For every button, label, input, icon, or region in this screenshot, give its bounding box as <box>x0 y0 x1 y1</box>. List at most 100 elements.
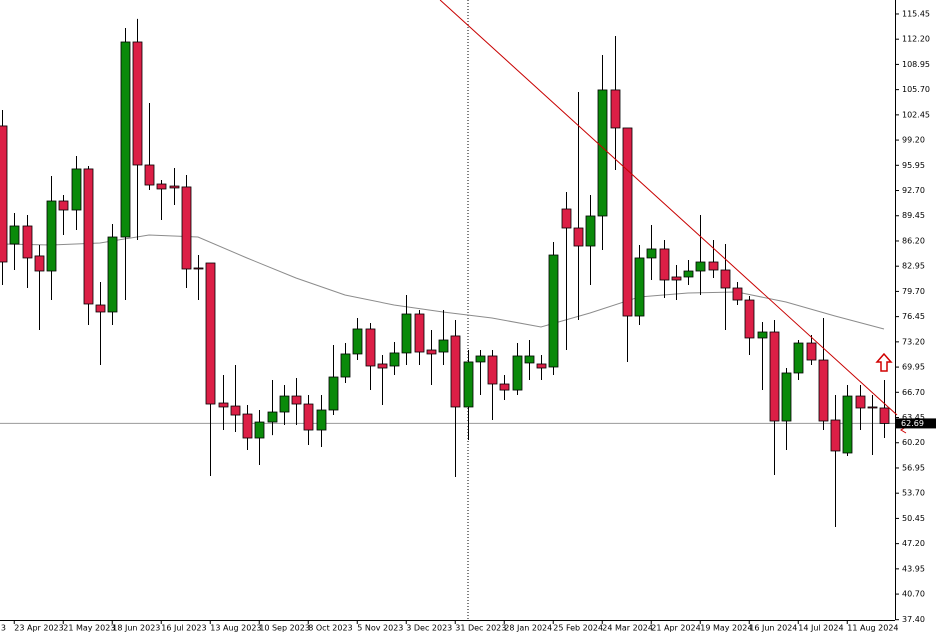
candle-body <box>512 355 523 391</box>
y-tick-label: 76.45 <box>902 312 925 321</box>
x-tick-label: 21 May 2023 <box>63 624 115 633</box>
y-tick-label: 43.95 <box>902 564 925 573</box>
candle-body <box>634 257 645 317</box>
candle-body <box>463 361 474 408</box>
candle-body <box>71 168 82 211</box>
current-price-label: 62.69 <box>901 419 924 428</box>
x-tick-label: 19 May 2024 <box>700 624 752 633</box>
candle-body <box>0 125 8 263</box>
x-tick-label: 3 <box>1 624 6 633</box>
candle-body <box>291 395 302 405</box>
x-tick-label: 5 Nov 2023 <box>357 624 403 633</box>
y-tick-label: 95.95 <box>902 161 925 170</box>
current-price-box <box>896 418 936 429</box>
candle-body <box>389 352 400 367</box>
candle-body <box>830 419 841 452</box>
y-tick-label: 79.70 <box>902 287 925 296</box>
y-tick-label: 40.70 <box>902 590 925 599</box>
candle-body <box>487 355 498 385</box>
x-tick-label: 16 Jun 2024 <box>749 624 797 633</box>
candle-body <box>267 411 278 423</box>
candle-body <box>561 208 572 229</box>
buy-arrow-icon <box>875 352 893 372</box>
x-tick-label: 8 Oct 2023 <box>308 624 352 633</box>
y-tick-label: 102.45 <box>902 110 930 119</box>
candle-body <box>732 287 743 301</box>
candle-body <box>806 342 817 361</box>
candle-body <box>414 313 425 353</box>
candle-body <box>107 236 118 313</box>
candle-body <box>34 255 45 272</box>
y-tick-label: 99.20 <box>902 136 925 145</box>
candle-body <box>205 262 216 405</box>
x-tick-label: 11 Aug 2024 <box>847 624 898 633</box>
candle-body <box>708 261 719 271</box>
x-tick-label: 23 Apr 2023 <box>14 624 63 633</box>
y-tick-label: 92.70 <box>902 186 925 195</box>
candle-body <box>646 248 657 259</box>
candle-body <box>524 355 535 364</box>
candle-body <box>22 225 33 259</box>
y-tick-label: 47.20 <box>902 539 925 548</box>
y-tick-label: 50.45 <box>902 514 925 523</box>
candle-body <box>879 407 890 424</box>
x-tick-label: 24 Mar 2024 <box>602 624 653 633</box>
candle-body <box>95 304 106 313</box>
candle-body <box>610 89 621 129</box>
candle-body <box>218 402 229 408</box>
candle-body <box>365 328 376 367</box>
y-tick-label: 73.20 <box>902 337 925 346</box>
candle-body <box>793 342 804 374</box>
candle-body <box>573 227 584 247</box>
candle-body <box>352 328 363 355</box>
candle-body <box>132 41 143 166</box>
y-tick-label: 108.95 <box>902 60 930 69</box>
x-tick-label: 25 Feb 2024 <box>553 624 603 633</box>
trend-line <box>439 0 898 416</box>
y-tick-label: 105.70 <box>902 85 930 94</box>
y-tick-label: 53.70 <box>902 489 925 498</box>
plot-area <box>0 0 898 620</box>
candle-body <box>120 41 131 238</box>
candle-body <box>867 406 878 409</box>
y-tick-label: 60.20 <box>902 438 925 447</box>
candle-body <box>242 413 253 439</box>
y-tick-label: 112.20 <box>902 35 930 44</box>
candle-body <box>536 363 547 369</box>
candle-body <box>9 225 20 245</box>
candle-body <box>683 270 694 278</box>
y-tick-label: 66.70 <box>902 388 925 397</box>
candle-body <box>757 331 768 339</box>
candle-body <box>744 299 755 339</box>
candle-body <box>181 186 192 270</box>
x-tick-label: 28 Jan 2024 <box>504 624 552 633</box>
candle-body <box>438 339 449 353</box>
candle-body <box>855 395 866 409</box>
x-tick-label: 18 Jun 2023 <box>112 624 160 633</box>
candle-body <box>475 355 486 363</box>
candle-body <box>340 353 351 378</box>
x-tick-label: 31 Dec 2023 <box>455 624 506 633</box>
x-tick-label: 14 Jul 2024 <box>798 624 843 633</box>
x-tick-label: 16 Jul 2023 <box>161 624 206 633</box>
candle-body <box>303 403 314 431</box>
candle-body <box>316 409 327 431</box>
candle-body <box>720 269 731 289</box>
y-tick-label: 82.95 <box>902 262 925 271</box>
y-tick-label: 56.95 <box>902 463 925 472</box>
x-tick-label: 3 Dec 2023 <box>406 624 452 633</box>
x-tick-label: 13 Aug 2023 <box>210 624 261 633</box>
candle-body <box>781 372 792 422</box>
candle-body <box>622 127 633 317</box>
y-tick-label: 37.40 <box>902 615 925 624</box>
candle-body <box>46 200 57 272</box>
candle-body <box>769 331 780 422</box>
y-tick-label: 63.45 <box>902 413 925 422</box>
y-tick-label: 89.45 <box>902 211 925 220</box>
candle-body <box>548 254 559 368</box>
candle-body <box>156 183 167 190</box>
y-tick-label: 86.20 <box>902 236 925 245</box>
candle-body <box>377 363 388 369</box>
candle-body <box>450 335 461 408</box>
candle-body <box>254 421 265 439</box>
